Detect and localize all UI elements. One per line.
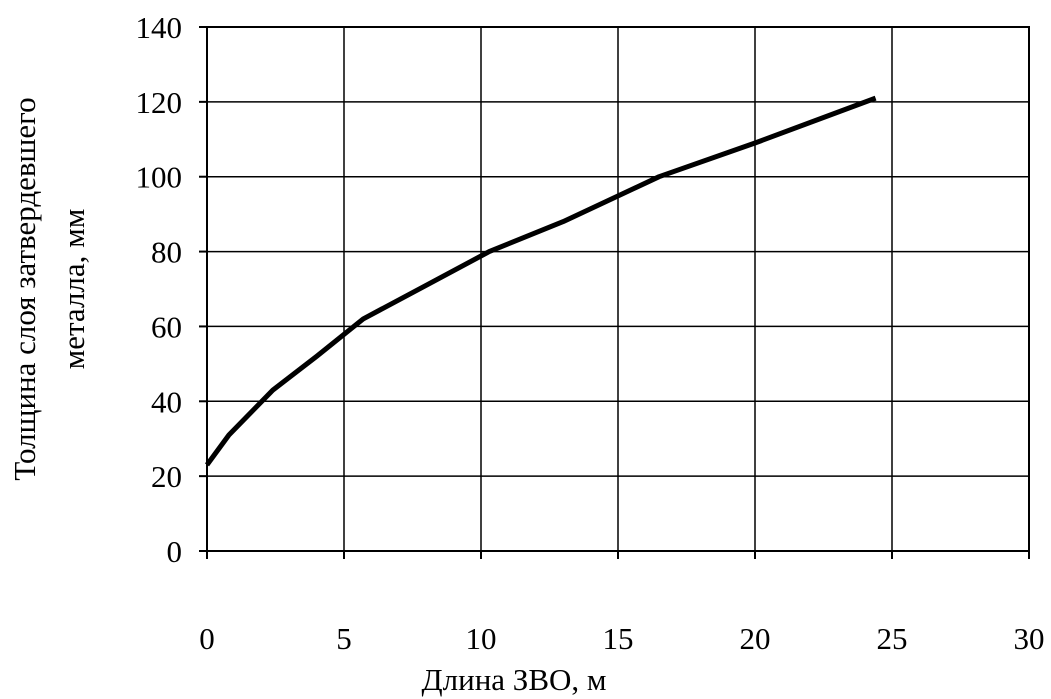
x-tick-label: 10 xyxy=(466,621,497,656)
x-tick-label: 5 xyxy=(336,621,352,656)
x-tick-label: 30 xyxy=(1014,621,1045,656)
y-tick-label: 120 xyxy=(136,85,183,120)
y-tick-label: 140 xyxy=(136,10,183,45)
y-axis-title-line-2: металла, мм xyxy=(56,209,91,370)
x-axis-tick-labels: 0 5 10 15 20 25 30 xyxy=(199,621,1044,656)
y-tick-label: 80 xyxy=(151,235,182,270)
y-tick-label: 60 xyxy=(151,309,182,344)
y-tick-label: 20 xyxy=(151,459,182,494)
y-axis-title-line-1: Толщина слоя затвердевшего xyxy=(7,97,42,480)
x-tick-label: 15 xyxy=(603,621,634,656)
y-gridlines xyxy=(207,101,1029,477)
x-axis-ticks xyxy=(206,551,1030,559)
y-tick-label: 100 xyxy=(136,160,183,195)
y-tick-label: 0 xyxy=(167,534,183,569)
y-axis-ticks xyxy=(199,26,207,552)
series-line xyxy=(204,95,877,467)
y-tick-label: 40 xyxy=(151,384,182,419)
y-axis-tick-labels: 0 20 40 60 80 100 120 140 xyxy=(136,10,183,569)
x-tick-label: 25 xyxy=(877,621,908,656)
x-tick-label: 20 xyxy=(740,621,771,656)
x-axis-title: Длина ЗВО, м xyxy=(421,662,606,697)
x-gridlines xyxy=(343,27,893,551)
x-tick-label: 0 xyxy=(199,621,215,656)
